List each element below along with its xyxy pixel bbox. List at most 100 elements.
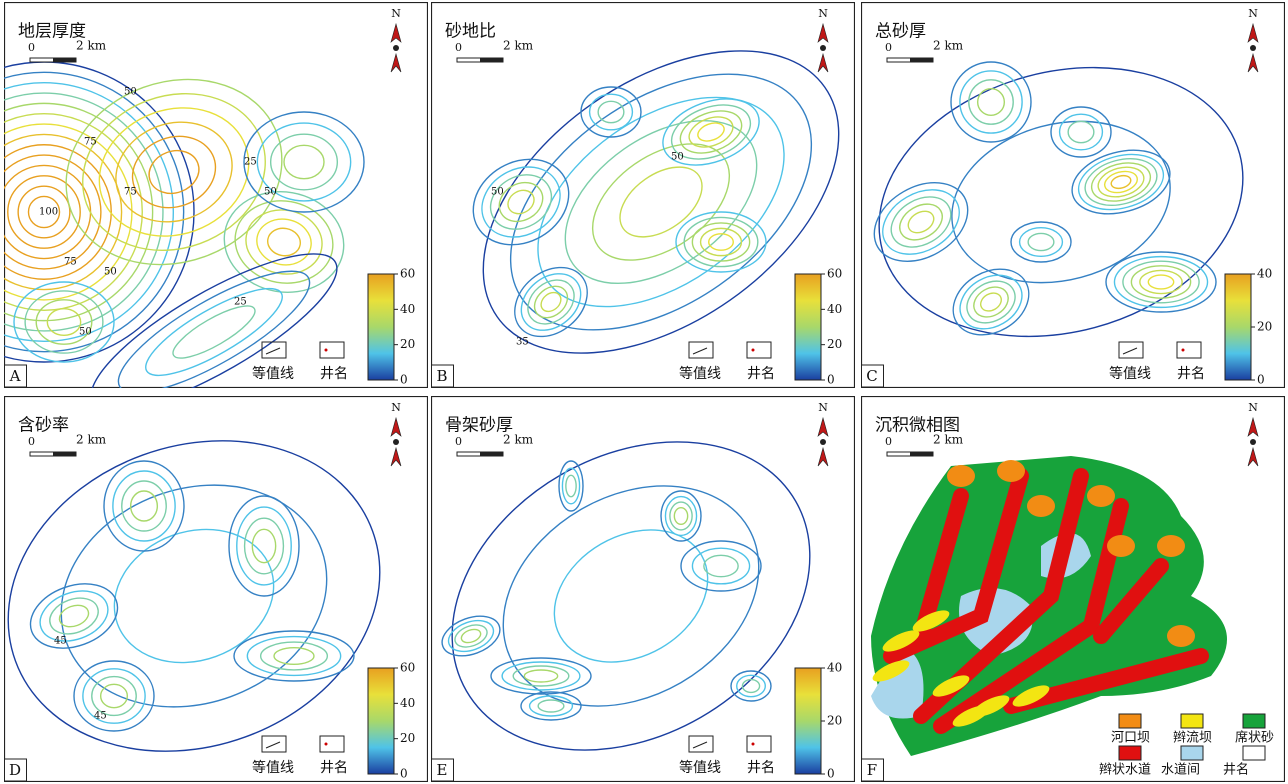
colorbar [368, 274, 394, 380]
panel-letter: E [437, 761, 448, 779]
contour-label: 50 [671, 152, 684, 163]
scale-bar [910, 58, 933, 62]
legend-icon [325, 349, 328, 352]
panel-letter: F [867, 761, 877, 779]
colorbar [795, 274, 821, 380]
scale-zero: 0 [28, 435, 35, 448]
colorbar [1225, 274, 1251, 380]
legend-label: 井名 [747, 760, 775, 776]
contour-label: 75 [64, 257, 77, 268]
north-label: N [1248, 401, 1258, 414]
colorbar-tick-label: 60 [400, 661, 415, 675]
legend-swatch [1181, 714, 1203, 728]
map-panel: 5050350204060等值线井名砂地比02 kmNB [431, 2, 855, 388]
north-arrow [820, 439, 826, 445]
map-panel: 1007575505050252550750204060等值线井名地层厚度02 … [4, 2, 428, 388]
map-panel: 河口坝辫流坝席状砂辫状水道水道间井名沉积微相图02 kmNF [861, 396, 1285, 782]
legend-icon [325, 743, 328, 746]
map-panel: 45450204060等值线井名含砂率02 kmND [4, 396, 428, 782]
legend-label: 井名 [320, 760, 348, 776]
scale-zero: 0 [885, 41, 892, 54]
north-label: N [818, 401, 828, 414]
facies-mouth-bar [997, 460, 1025, 482]
colorbar-tick-label: 0 [400, 373, 408, 387]
contour-label: 50 [79, 327, 92, 338]
panel-letter: B [436, 367, 447, 385]
contour-label: 50 [104, 267, 117, 278]
contour-label: 50 [491, 187, 504, 198]
colorbar-tick-label: 40 [400, 696, 415, 710]
scale-length: 2 km [76, 433, 107, 447]
colorbar-tick-label: 20 [400, 731, 415, 745]
panel-title: 砂地比 [445, 22, 496, 42]
contour-label: 45 [94, 711, 107, 722]
colorbar-tick-label: 20 [827, 337, 842, 351]
contour-label: 45 [54, 636, 67, 647]
legend-swatch [1181, 746, 1203, 760]
scale-bar [480, 58, 503, 62]
scale-zero: 0 [455, 41, 462, 54]
contour-label: 35 [516, 337, 529, 348]
north-arrow [1250, 45, 1256, 51]
scale-bar [53, 58, 76, 62]
colorbar [368, 668, 394, 774]
legend-label: 席状砂 [1235, 730, 1274, 746]
scale-length: 2 km [933, 39, 964, 53]
legend-label: 等值线 [252, 365, 294, 382]
legend-label: 等值线 [679, 759, 721, 776]
scale-length: 2 km [933, 433, 964, 447]
colorbar-tick-label: 20 [1257, 320, 1272, 334]
legend-icon [752, 743, 755, 746]
legend-label: 辫状水道 [1099, 763, 1151, 778]
contour-label: 25 [244, 157, 257, 168]
north-arrow [393, 45, 399, 51]
colorbar-tick-label: 60 [400, 267, 415, 281]
legend-icon [1182, 349, 1185, 352]
colorbar-tick-label: 0 [1257, 373, 1265, 387]
scale-length: 2 km [76, 39, 107, 53]
legend-swatch [1243, 714, 1265, 728]
legend-label: 水道间 [1161, 763, 1200, 778]
colorbar-tick-label: 20 [400, 337, 415, 351]
legend-label: 河口坝 [1111, 731, 1150, 746]
colorbar-tick-label: 20 [827, 714, 842, 728]
scale-zero: 0 [28, 41, 35, 54]
facies-mouth-bar [1167, 625, 1195, 647]
scale-zero: 0 [885, 435, 892, 448]
contour-label: 100 [39, 207, 58, 218]
north-label: N [391, 7, 401, 20]
legend-label: 等值线 [679, 365, 721, 382]
colorbar-tick-label: 0 [400, 767, 408, 781]
north-label: N [1248, 7, 1258, 20]
scale-bar [53, 452, 76, 456]
north-arrow [1250, 439, 1256, 445]
facies-mouth-bar [1157, 535, 1185, 557]
facies-mouth-bar [1027, 495, 1055, 517]
scale-bar [480, 452, 503, 456]
contour-label: 50 [124, 87, 137, 98]
colorbar-tick-label: 40 [827, 302, 842, 316]
legend-swatch [1243, 746, 1265, 760]
scale-zero: 0 [455, 435, 462, 448]
contour-label: 50 [264, 187, 277, 198]
colorbar-tick-label: 0 [827, 373, 835, 387]
scale-length: 2 km [503, 39, 534, 53]
panel-letter: A [9, 367, 21, 385]
north-arrow [820, 45, 826, 51]
legend-label: 井名 [747, 366, 775, 382]
scale-length: 2 km [503, 433, 534, 447]
map-panel: 02040等值线井名骨架砂厚02 kmNE [431, 396, 855, 782]
north-label: N [818, 7, 828, 20]
panel-letter: C [866, 367, 877, 385]
panel-title: 总砂厚 [875, 22, 926, 42]
colorbar [795, 668, 821, 774]
contour-label: 75 [124, 187, 137, 198]
colorbar-tick-label: 40 [827, 661, 842, 675]
legend-swatch [1119, 714, 1141, 728]
north-label: N [391, 401, 401, 414]
figure: 1007575505050252550750204060等值线井名地层厚度02 … [0, 0, 1288, 784]
facies-mouth-bar [1087, 485, 1115, 507]
legend-icon [752, 349, 755, 352]
panel-title: 含砂率 [18, 416, 69, 436]
